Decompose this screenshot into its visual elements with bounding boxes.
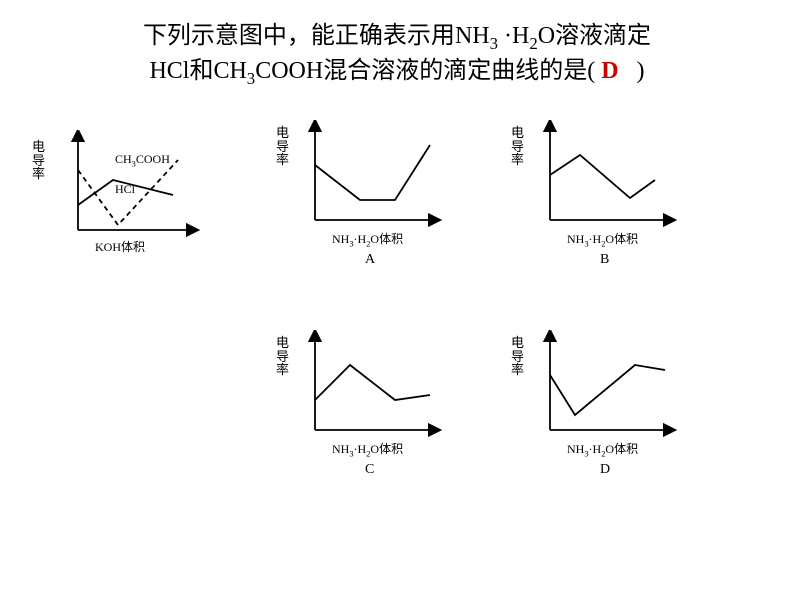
xlabel-b: NH3·H2O体积 [567,230,638,248]
option-label-a: A [365,252,375,268]
chart-d: 电导率 NH3·H2O体积 D [515,330,695,505]
option-label-c: C [365,462,374,478]
xlabel-a: NH3·H2O体积 [332,230,403,248]
chart-b: 电导率 NH3·H2O体积 B [515,120,695,295]
xlabel-ref: KOH体积 [95,238,145,255]
answer-letter: D [601,58,618,84]
chart-c-svg [290,330,450,445]
legend-hcl: HCl [115,182,135,197]
title-post2: ) [619,58,645,84]
ylabel-a: 电导率 [276,126,289,167]
xlabel-c: NH3·H2O体积 [332,440,403,458]
ylabel-b: 电导率 [511,126,524,167]
chart-a: 电导率 NH3·H2O体积 A [280,120,460,295]
ylabel-ref: 电导率 [32,140,45,181]
option-label-b: B [600,252,609,268]
chart-a-svg [290,120,450,235]
xlabel-d: NH3·H2O体积 [567,440,638,458]
option-label-d: D [600,462,610,478]
title-pre1: 下列示意图中，能正确表示用 [143,23,455,49]
chart-b-svg [525,120,685,235]
chart-c: 电导率 NH3·H2O体积 C [280,330,460,505]
title-post1: 溶液滴定 [555,23,651,49]
legend-ch3cooh: CH3COOH [115,152,170,168]
title-nh3: NH3 ·H2O [455,23,555,49]
chart-reference: 电导率 CH3COOH HCl KOH体积 [30,130,210,290]
ylabel-d: 电导率 [511,336,524,377]
ylabel-c: 电导率 [276,336,289,377]
chart-d-svg [525,330,685,445]
title-pre2: HCl和CH3COOH混合溶液的滴定曲线的是( [149,58,601,84]
question-title: 下列示意图中，能正确表示用NH3 ·H2O溶液滴定 HCl和CH3COOH混合溶… [0,0,794,91]
